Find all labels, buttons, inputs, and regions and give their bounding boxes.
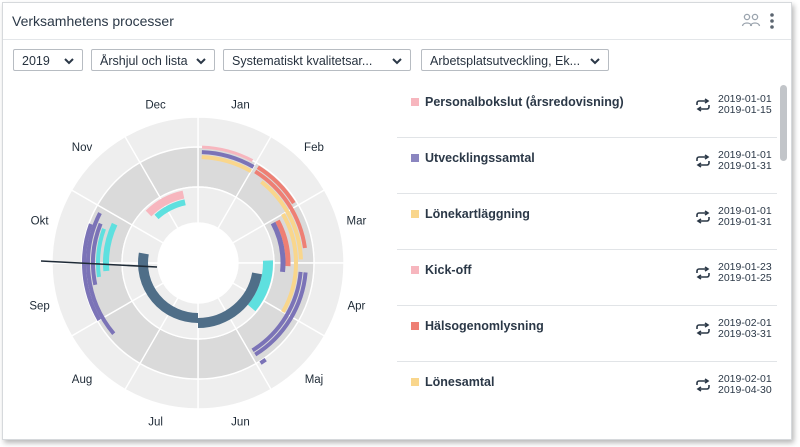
- more-options-icon[interactable]: [769, 12, 775, 30]
- process-color-swatch: [411, 266, 419, 274]
- process-list-item[interactable]: Utvecklingssamtal 2019-01-01 2019-01-31: [397, 137, 777, 194]
- process-dates: 2019-02-01 2019-04-30: [718, 374, 772, 396]
- process-band[interactable]: [254, 272, 308, 357]
- process-band[interactable]: [256, 165, 296, 205]
- chevron-down-icon: [64, 58, 74, 65]
- month-label: Jan: [231, 100, 250, 112]
- process-band[interactable]: [86, 212, 116, 335]
- process-name: Personalbokslut (årsredovisning): [425, 95, 624, 109]
- view-dropdown[interactable]: Årshjul och lista: [91, 49, 215, 71]
- process-band[interactable]: [259, 358, 267, 365]
- process-band[interactable]: [251, 271, 303, 353]
- process-band[interactable]: [260, 180, 303, 260]
- process-start-date: 2019-02-01: [718, 317, 772, 329]
- process-band[interactable]: [82, 223, 102, 321]
- month-label: Feb: [304, 142, 324, 154]
- month-label: Okt: [31, 216, 50, 228]
- process-start-date: 2019-01-01: [718, 149, 772, 161]
- chevron-down-icon: [392, 58, 402, 65]
- year-wheel[interactable]: Jan Feb Mar Apr Maj Jun Jul Aug Sep Okt Nov Dec: [11, 85, 387, 437]
- process-dates: 2019-02-01 2019-03-31: [718, 318, 772, 340]
- process-list-item[interactable]: Lönekartläggning 2019-01-01 2019-01-31: [397, 193, 777, 250]
- process-band[interactable]: [96, 228, 106, 278]
- group-icon[interactable]: [741, 12, 761, 28]
- area-dropdown-value: Systematiskt kvalitetsar...: [232, 54, 373, 68]
- process-band[interactable]: [103, 222, 118, 272]
- process-list-item[interactable]: Lönesamtal 2019-02-01 2019-04-30: [397, 361, 777, 399]
- process-dates: 2019-01-01 2019-01-31: [718, 206, 772, 228]
- process-band[interactable]: [201, 145, 254, 162]
- process-start-date: 2019-01-01: [718, 93, 772, 105]
- process-list-item[interactable]: Hälsogenomlysning 2019-02-01 2019-03-31: [397, 305, 777, 362]
- process-name: Kick-off: [425, 263, 472, 277]
- month-label: Mar: [347, 216, 367, 228]
- chevron-down-icon: [590, 58, 600, 65]
- recurring-icon: [696, 378, 710, 392]
- month-label: Dec: [145, 100, 166, 112]
- list-scrollbar[interactable]: [780, 85, 787, 161]
- process-band[interactable]: [201, 150, 255, 169]
- month-label: Sep: [29, 300, 49, 312]
- process-band[interactable]: [270, 221, 286, 273]
- recurring-icon: [696, 154, 710, 168]
- chevron-down-icon: [196, 58, 206, 65]
- process-band[interactable]: [275, 219, 291, 267]
- process-list-item[interactable]: Personalbokslut (årsredovisning) 2019-01-…: [397, 81, 777, 138]
- area-dropdown[interactable]: Systematiskt kvalitetsar...: [223, 49, 411, 71]
- month-label: Jul: [148, 416, 163, 428]
- process-band[interactable]: [154, 199, 186, 220]
- process-end-date: 2019-01-31: [718, 160, 772, 172]
- view-dropdown-value: Årshjul och lista: [100, 54, 188, 68]
- process-start-date: 2019-01-23: [718, 261, 772, 273]
- process-band[interactable]: [145, 190, 185, 217]
- year-dropdown-value: 2019: [22, 54, 50, 68]
- month-label: Nov: [72, 142, 93, 154]
- process-name: Lönesamtal: [425, 375, 495, 389]
- category-dropdown[interactable]: Arbetsplatsutveckling, Ek...: [421, 49, 609, 71]
- process-end-date: 2019-03-31: [718, 328, 772, 340]
- year-dropdown[interactable]: 2019: [13, 49, 83, 71]
- process-band[interactable]: [247, 260, 273, 312]
- process-color-swatch: [411, 154, 419, 162]
- processes-card: Verksamhetens processer 2019 Årshjul och…: [2, 2, 792, 440]
- wheel-center: [158, 223, 238, 303]
- process-band[interactable]: [197, 272, 263, 328]
- month-label: Maj: [305, 374, 324, 386]
- category-dropdown-value: Arbetsplatsutveckling, Ek...: [430, 54, 581, 68]
- process-band[interactable]: [138, 252, 199, 323]
- process-band[interactable]: [254, 169, 307, 249]
- process-color-swatch: [411, 98, 419, 106]
- process-band[interactable]: [201, 155, 252, 173]
- card-title: Verksamhetens processer: [12, 13, 174, 29]
- recurring-icon: [696, 98, 710, 112]
- process-list: Personalbokslut (årsredovisning) 2019-01-…: [397, 81, 777, 399]
- process-end-date: 2019-01-31: [718, 216, 772, 228]
- today-marker: [40, 260, 158, 268]
- process-dates: 2019-01-23 2019-01-25: [718, 262, 772, 284]
- process-end-date: 2019-04-30: [718, 384, 772, 396]
- process-name: Hälsogenomlysning: [425, 319, 544, 333]
- recurring-icon: [696, 322, 710, 336]
- month-label: Aug: [72, 374, 92, 386]
- process-name: Lönekartläggning: [425, 207, 530, 221]
- process-color-swatch: [411, 378, 419, 386]
- card-header: Verksamhetens processer: [3, 3, 791, 40]
- recurring-icon: [696, 266, 710, 280]
- month-label: Apr: [347, 300, 365, 312]
- process-color-swatch: [411, 210, 419, 218]
- process-band[interactable]: [281, 213, 298, 313]
- process-start-date: 2019-01-01: [718, 205, 772, 217]
- month-label: Jun: [231, 416, 250, 428]
- process-list-item[interactable]: Kick-off 2019-01-23 2019-01-25: [397, 249, 777, 306]
- process-dates: 2019-01-01 2019-01-15: [718, 94, 772, 116]
- process-dates: 2019-01-01 2019-01-31: [718, 150, 772, 172]
- recurring-icon: [696, 210, 710, 224]
- process-end-date: 2019-01-15: [718, 104, 772, 116]
- process-start-date: 2019-02-01: [718, 373, 772, 385]
- process-end-date: 2019-01-25: [718, 272, 772, 284]
- process-color-swatch: [411, 322, 419, 330]
- process-name: Utvecklingssamtal: [425, 151, 535, 165]
- process-band[interactable]: [91, 222, 103, 286]
